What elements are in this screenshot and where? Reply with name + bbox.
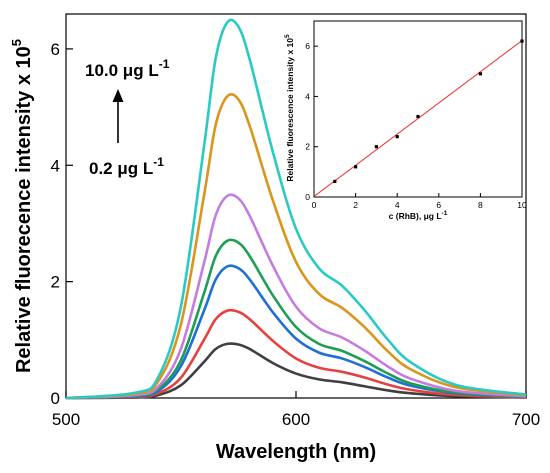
spectrum-line-4 — [65, 193, 527, 400]
main-y-axis-title: Relative fluorecence intensity x 105 — [9, 39, 35, 373]
inset-point-1 — [354, 165, 358, 169]
inset-y-tick-label-2: 4 — [305, 91, 310, 101]
inset-plot-frame — [313, 20, 523, 198]
inset-point-5 — [478, 72, 482, 76]
concentration-arrow — [112, 89, 124, 143]
inset-x-axis-title: c (RhB), μg L-1 — [389, 210, 448, 221]
annotation-bottom-exp: -1 — [153, 155, 164, 169]
main-y-tick-label-1: 2 — [51, 273, 60, 292]
main-y-axis: 0 2 4 6 — [51, 40, 73, 408]
inset-x-tick-label-1: 2 — [353, 200, 358, 210]
main-y-tick-label-0: 0 — [51, 389, 60, 408]
annotation-top-exp: -1 — [159, 57, 170, 71]
inset-x-tick-label-3: 6 — [436, 200, 441, 210]
main-x-tick-label-1: 600 — [282, 410, 310, 429]
inset-x-axis-title-text: c (RhB), μg L — [389, 211, 442, 221]
spectrum-line-1 — [65, 308, 527, 400]
inset-point-3 — [395, 135, 399, 139]
inset-point-6 — [520, 39, 524, 43]
main-x-tick-label-0: 500 — [52, 410, 80, 429]
main-x-axis-title: Wavelength (nm) — [216, 441, 376, 463]
main-y-axis-title-exponent: 5 — [9, 39, 24, 46]
main-x-tick-label-2: 700 — [512, 410, 540, 429]
annotation-bottom-text: 0.2 μg L — [89, 159, 153, 178]
annotation-top: 10.0 μg L-1 — [85, 57, 170, 80]
inset-point-4 — [416, 114, 420, 119]
inset-fit-line — [313, 40, 523, 197]
main-y-tick-label-2: 4 — [51, 156, 60, 175]
spectrum-line-0 — [65, 342, 527, 400]
inset-y-tick-label-1: 2 — [305, 142, 310, 152]
spectrum-line-5 — [65, 93, 527, 400]
inset-x-tick-label-0: 0 — [312, 200, 317, 210]
main-y-tick-label-3: 6 — [51, 40, 60, 59]
spectrum-line-6 — [65, 18, 527, 400]
spectrum-line-2 — [65, 264, 527, 400]
inset-x-tick-label-2: 4 — [395, 200, 400, 210]
annotation-top-text: 10.0 μg L — [85, 61, 159, 80]
inset-points — [333, 39, 524, 184]
annotation-bottom: 0.2 μg L-1 — [89, 155, 164, 178]
inset-x-axis-title-exp: -1 — [442, 210, 448, 217]
fit-line — [313, 40, 523, 197]
main-y-axis-title-text: Relative fluorecence intensity x 10 — [13, 46, 35, 373]
inset-y-axis-title: Relative fluorescence intensity x 105 — [284, 34, 295, 182]
inset-y-axis: 0 2 4 6 — [305, 41, 318, 202]
inset-x-tick-label-5: 10 — [517, 200, 527, 210]
inset-x-axis: 0 2 4 6 8 10 — [312, 193, 527, 210]
inset-point-2 — [374, 145, 378, 149]
inset-y-axis-title-text: Relative fluorescence intensity x 10 — [285, 38, 295, 182]
inset-point-0 — [333, 179, 337, 184]
inset-y-axis-title-exp: 5 — [284, 34, 291, 38]
inset-y-tick-label-0: 0 — [305, 192, 310, 202]
inset-x-tick-label-4: 8 — [478, 200, 483, 210]
spectra-lines — [65, 18, 527, 400]
spectrum-line-3 — [65, 238, 527, 400]
inset-y-tick-label-3: 6 — [305, 41, 310, 51]
inset-background — [312, 19, 524, 235]
